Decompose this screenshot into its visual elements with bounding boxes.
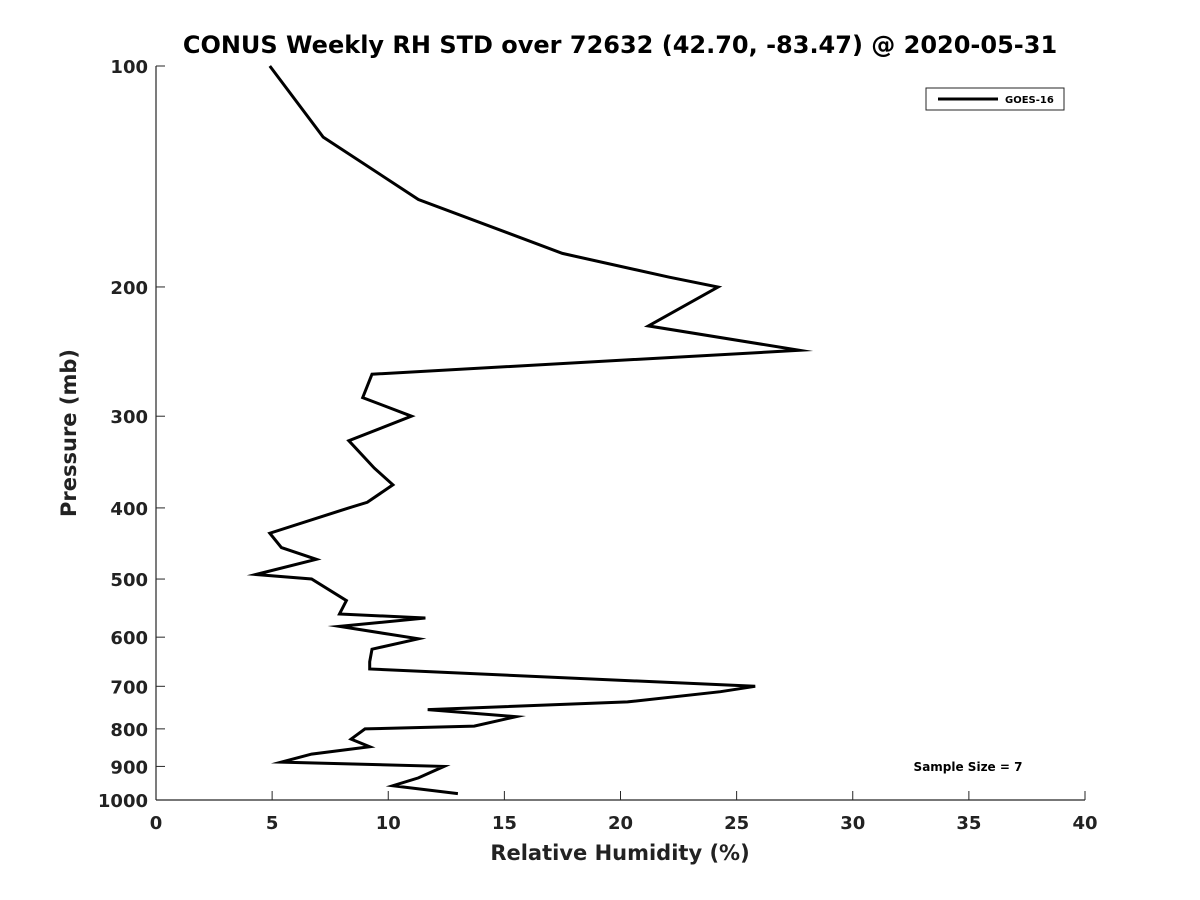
legend-entry: GOES-16 bbox=[1005, 95, 1054, 106]
series-layer bbox=[246, 65, 814, 796]
y-tick-label: 500 bbox=[110, 570, 148, 591]
y-tick-label: 700 bbox=[110, 677, 148, 698]
y-axis-label: Pressure (mb) bbox=[57, 349, 81, 517]
x-tick-label: 30 bbox=[840, 813, 865, 834]
y-tick-label: 300 bbox=[110, 407, 148, 428]
y-tick-label: 600 bbox=[110, 628, 148, 649]
x-tick-label: 25 bbox=[724, 813, 749, 834]
x-tick-label: 5 bbox=[266, 813, 279, 834]
x-tick-label: 40 bbox=[1072, 813, 1097, 834]
x-tick-label: 10 bbox=[376, 813, 401, 834]
y-ticks: 100 200 300 400 500 600 700 800 900 1000 bbox=[98, 57, 165, 812]
y-tick-label: 900 bbox=[110, 757, 148, 778]
legend: GOES-16 bbox=[925, 87, 1065, 111]
y-tick-label: 200 bbox=[110, 278, 148, 299]
x-tick-label: 0 bbox=[150, 813, 163, 834]
y-tick-label: 100 bbox=[110, 57, 148, 78]
chart-title: CONUS Weekly RH STD over 72632 (42.70, -… bbox=[183, 31, 1057, 59]
x-tick-label: 15 bbox=[492, 813, 517, 834]
x-axis-label: Relative Humidity (%) bbox=[490, 841, 749, 865]
y-tick-label: 1000 bbox=[98, 791, 148, 812]
series-line-goes-16 bbox=[246, 65, 814, 796]
x-ticks: 0 5 10 15 20 25 30 35 40 bbox=[150, 791, 1098, 834]
plot-frame bbox=[155, 66, 1085, 801]
y-tick-label: 800 bbox=[110, 720, 148, 741]
sample-size-annotation: Sample Size = 7 bbox=[914, 760, 1023, 774]
y-tick-label: 400 bbox=[110, 499, 148, 520]
x-tick-label: 20 bbox=[608, 813, 633, 834]
x-tick-label: 35 bbox=[956, 813, 981, 834]
